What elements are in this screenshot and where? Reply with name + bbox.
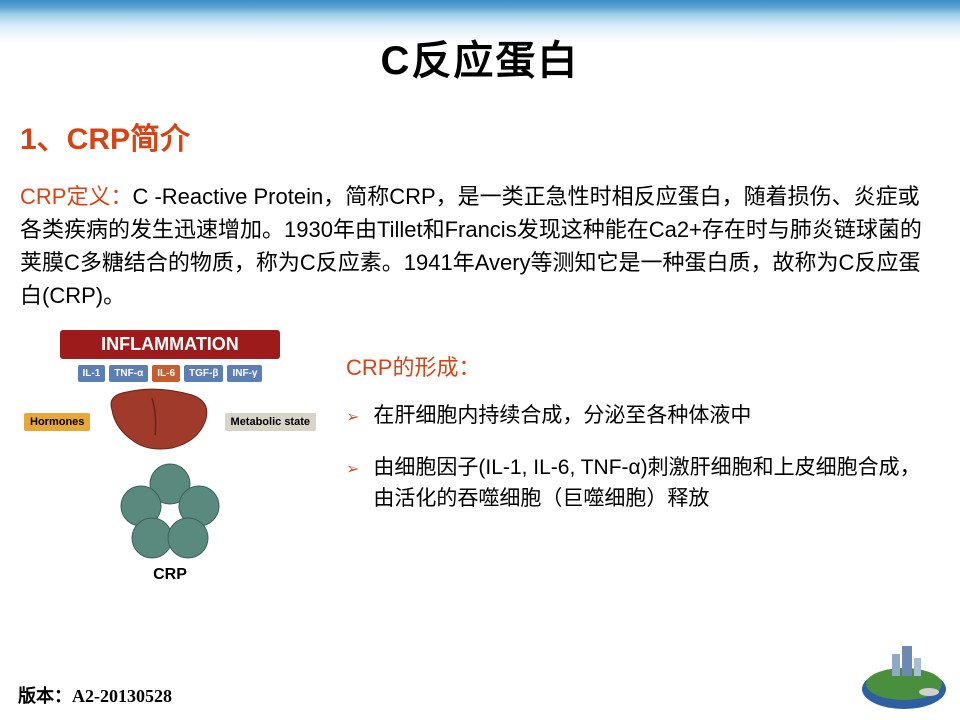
definition-paragraph: CRP定义：C -Reactive Protein，简称CRP，是一类正急性时相… <box>0 158 960 312</box>
bullet-icon: ➢ <box>346 458 359 482</box>
hormones-label: Hormones <box>24 413 90 431</box>
inflammation-banner: INFLAMMATION <box>60 330 280 359</box>
formation-title: CRP的形成： <box>346 350 936 382</box>
bullet-text-1: 在肝细胞内持续合成，分泌至各种体液中 <box>373 400 751 432</box>
crp-pentamer-icon <box>115 462 225 562</box>
cytokine-infg: INF-γ <box>227 365 262 382</box>
page-title: C反应蛋白 <box>0 0 960 86</box>
formation-section: CRP的形成： ➢ 在肝细胞内持续合成，分泌至各种体液中 ➢ 由细胞因子(IL-… <box>320 330 936 584</box>
metabolic-label: Metabolic state <box>225 413 316 431</box>
version-label: 版本：A2-20130528 <box>18 682 172 708</box>
inflammation-diagram: INFLAMMATION IL-1 TNF-α IL-6 TGF-β INF-γ… <box>20 330 320 584</box>
bullet-item-2: ➢ 由细胞因子(IL-1, IL-6, TNF-α)刺激肝细胞和上皮细胞合成，由… <box>346 452 936 515</box>
globe-decoration-icon <box>844 624 954 714</box>
section-heading: 1、CRP简介 <box>0 86 960 158</box>
definition-text: C -Reactive Protein，简称CRP，是一类正急性时相反应蛋白，随… <box>20 184 922 308</box>
definition-label: CRP定义： <box>20 184 132 209</box>
crp-label: CRP <box>20 566 320 584</box>
bullet-item-1: ➢ 在肝细胞内持续合成，分泌至各种体液中 <box>346 400 936 432</box>
bullet-icon: ➢ <box>346 406 359 430</box>
bullet-text-2: 由细胞因子(IL-1, IL-6, TNF-α)刺激肝细胞和上皮细胞合成，由活化… <box>373 452 936 515</box>
liver-icon <box>97 380 217 460</box>
